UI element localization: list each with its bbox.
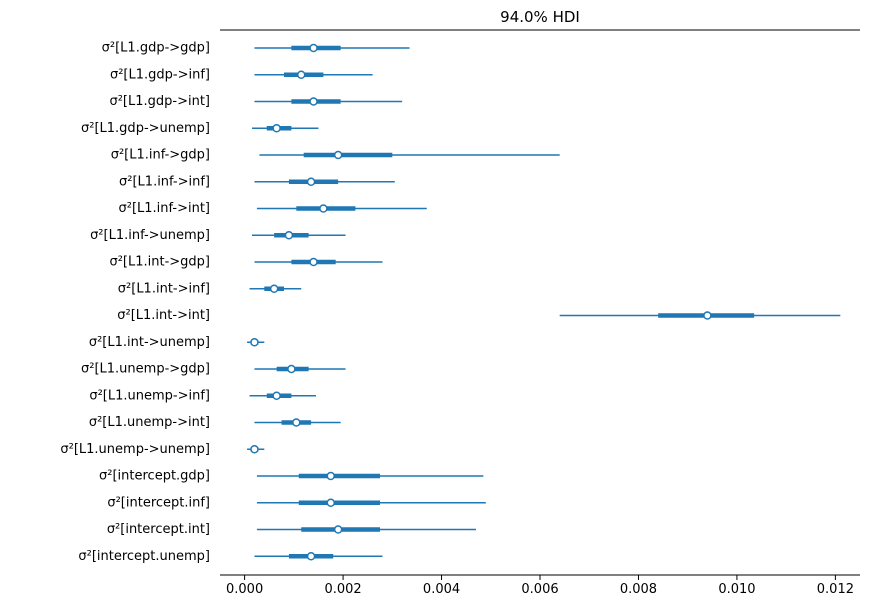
median-marker [310, 98, 317, 105]
median-marker [327, 473, 334, 480]
row-label: σ²[intercept.gdp] [99, 469, 210, 484]
row-label: σ²[L1.unemp->inf] [89, 388, 210, 403]
median-marker [704, 312, 711, 319]
x-tick-label: 0.000 [226, 582, 263, 597]
row-label: σ²[intercept.unemp] [78, 549, 210, 564]
row-label: σ²[L1.inf->unemp] [90, 228, 210, 243]
median-marker [327, 499, 334, 506]
median-marker [335, 152, 342, 159]
row-label: σ²[L1.inf->inf] [119, 174, 210, 189]
row-label: σ²[L1.gdp->inf] [110, 67, 210, 82]
x-tick-label: 0.006 [521, 582, 558, 597]
median-marker [288, 366, 295, 373]
row-label: σ²[L1.gdp->gdp] [102, 41, 210, 56]
row-label: σ²[L1.unemp->int] [89, 415, 210, 430]
median-marker [251, 446, 258, 453]
median-marker [298, 71, 305, 78]
x-tick-label: 0.010 [718, 582, 755, 597]
median-marker [310, 259, 317, 266]
row-label: σ²[L1.int->gdp] [109, 255, 210, 270]
row-label: σ²[L1.int->int] [117, 308, 210, 323]
median-marker [251, 339, 258, 346]
row-label: σ²[L1.unemp->unemp] [60, 442, 210, 457]
hdi-forest-plot: 94.0% HDI σ²[L1.gdp->gdp] σ²[L1.gdp->inf] σ… [0, 0, 876, 612]
median-marker [273, 392, 280, 399]
median-marker [308, 553, 315, 560]
x-tick-label: 0.002 [324, 582, 361, 597]
row-label: σ²[L1.inf->int] [119, 201, 211, 216]
chart-title: 94.0% HDI [500, 8, 580, 26]
row-label: σ²[L1.inf->gdp] [111, 148, 210, 163]
median-marker [320, 205, 327, 212]
row-label: σ²[L1.unemp->gdp] [81, 362, 210, 377]
median-marker [293, 419, 300, 426]
median-marker [308, 178, 315, 185]
x-tick-label: 0.012 [817, 582, 854, 597]
row-label: σ²[L1.gdp->int] [109, 94, 210, 109]
median-marker [335, 526, 342, 533]
median-marker [273, 125, 280, 132]
median-marker [271, 285, 278, 292]
x-tick-label: 0.008 [620, 582, 657, 597]
row-label: σ²[L1.gdp->unemp] [81, 121, 210, 136]
row-label: σ²[intercept.inf] [107, 495, 210, 510]
row-label: σ²[L1.int->unemp] [89, 335, 210, 350]
row-label: σ²[intercept.int] [107, 522, 210, 537]
median-marker [310, 45, 317, 52]
row-label: σ²[L1.int->inf] [118, 281, 210, 296]
x-tick-label: 0.004 [423, 582, 460, 597]
chart-svg: 94.0% HDI σ²[L1.gdp->gdp] σ²[L1.gdp->inf] σ… [0, 0, 876, 612]
median-marker [285, 232, 292, 239]
